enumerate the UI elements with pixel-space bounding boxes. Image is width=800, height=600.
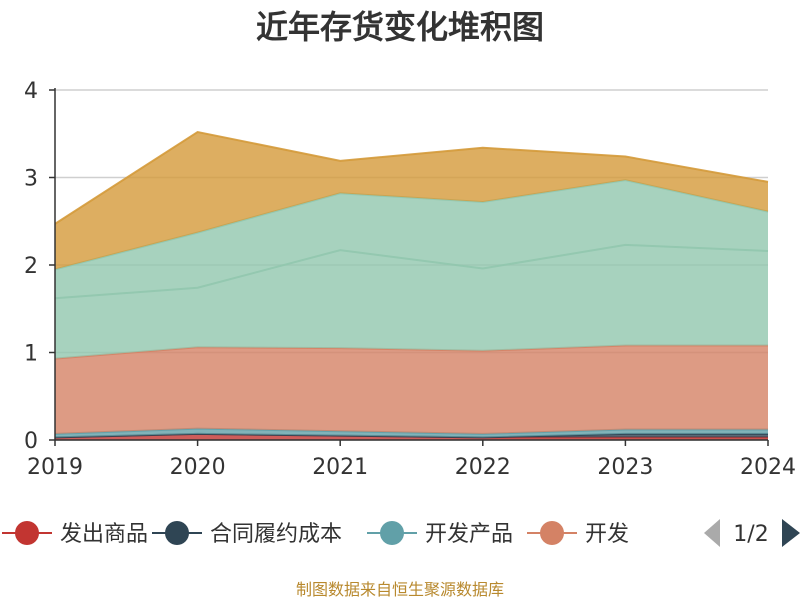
x-tick-label: 2021 xyxy=(312,455,368,480)
area-series-5 xyxy=(55,180,768,299)
legend-marker xyxy=(165,521,189,545)
legend-prev-page-icon[interactable] xyxy=(704,519,720,547)
series-line-6 xyxy=(54,130,769,225)
source-note: 制图数据来自恒生聚源数据库 xyxy=(296,580,504,599)
legend-marker xyxy=(380,521,404,545)
chart-title: 近年存货变化堆积图 xyxy=(256,8,544,46)
legend-label: 合同履约成本 xyxy=(210,522,342,547)
axes: 0 1 2 3 4 2019 2020 2021 2022 2023 2024 xyxy=(24,79,796,480)
area-series-4 xyxy=(55,244,768,359)
legend-marker xyxy=(15,521,39,545)
y-tick-label: 3 xyxy=(24,167,38,192)
x-tick-label: 2022 xyxy=(455,455,511,480)
y-tick-label: 4 xyxy=(24,79,38,104)
area-series xyxy=(54,130,769,440)
legend-label: 发出商品 xyxy=(60,522,148,547)
legend-item[interactable]: 合同履约成本 xyxy=(152,521,342,547)
area-series-1 xyxy=(55,433,768,438)
x-tick-label: 2020 xyxy=(170,455,226,480)
legend-item[interactable]: 开发 xyxy=(527,521,629,547)
legend-item[interactable]: 发出商品 xyxy=(2,521,148,547)
x-tick-label: 2024 xyxy=(740,455,796,480)
legend-label: 开发 xyxy=(585,522,629,547)
y-tick-label: 1 xyxy=(24,342,38,367)
area-series-3 xyxy=(55,345,768,434)
legend-label: 开发产品 xyxy=(425,522,513,547)
y-tick-label: 0 xyxy=(24,429,38,454)
area-series-6 xyxy=(55,132,768,270)
x-tick-label: 2023 xyxy=(597,455,653,480)
x-tick-label: 2019 xyxy=(27,455,83,480)
legend-page-indicator: 1/2 xyxy=(733,522,768,547)
legend-item[interactable]: 开发产品 xyxy=(367,521,513,547)
y-tick-label: 2 xyxy=(24,254,38,279)
legend-marker xyxy=(540,521,564,545)
legend-next-page-icon[interactable] xyxy=(782,519,800,547)
legend[interactable]: 发出商品 合同履约成本 开发产品 开发 1/2 xyxy=(2,519,800,547)
